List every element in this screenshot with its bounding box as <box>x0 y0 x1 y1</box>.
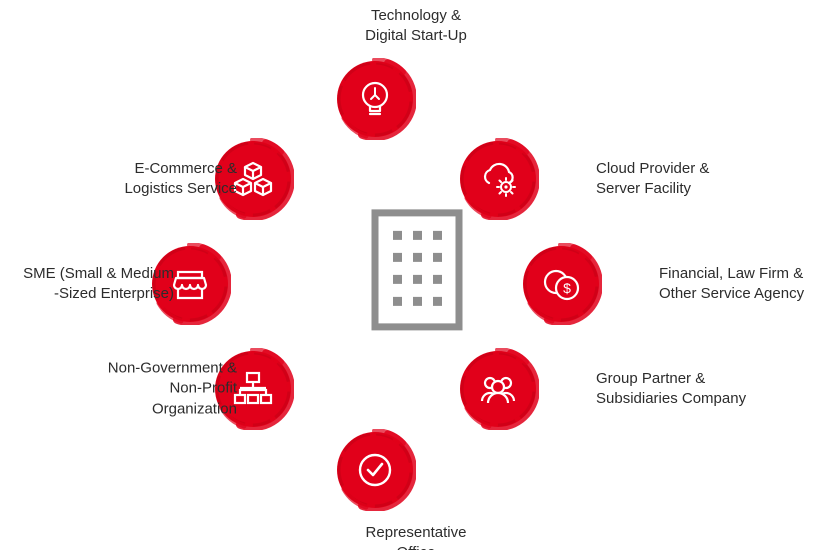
node-label-line: Server Facility <box>596 180 691 197</box>
check-icon <box>334 429 416 511</box>
node-label-line: Office <box>397 544 436 550</box>
lightbulb-icon <box>334 58 416 140</box>
node-label-fin: Financial, Law Firm & Other Service Agenc… <box>659 264 804 305</box>
node-label-line: Financial, Law Firm & <box>659 265 803 282</box>
node-label-line: Non-Profit <box>169 380 237 397</box>
node-label-line: SME (Small & Medium <box>23 265 174 282</box>
node-label-line: E-Commerce & <box>134 160 237 177</box>
node-label-ecom: E-Commerce & Logistics Service <box>124 159 237 200</box>
node-label-tech: Technology & Digital Start-Up <box>365 6 467 47</box>
center-building-icon <box>369 207 465 338</box>
node-label-rep: Representative Office <box>366 523 467 550</box>
node-label-line: -Sized Enterprise) <box>54 285 174 302</box>
node-label-line: Technology & <box>371 7 461 24</box>
node-label-line: Subsidiaries Company <box>596 390 746 407</box>
radial-diagram: Technology & Digital Start-Up Cloud Provid… <box>0 0 833 550</box>
node-label-line: Group Partner & <box>596 370 705 387</box>
node-label-line: Cloud Provider & <box>596 160 709 177</box>
node-label-group: Group Partner & Subsidiaries Company <box>596 369 746 410</box>
node-label-sme: SME (Small & Medium -Sized Enterprise) <box>23 264 174 305</box>
cloud-gear-icon <box>457 138 539 220</box>
node-label-ngo: Non-Government & Non-Profit Organization <box>108 359 237 420</box>
node-label-line: Representative <box>366 524 467 541</box>
node-label-cloud: Cloud Provider & Server Facility <box>596 159 709 200</box>
node-label-line: Organization <box>152 400 237 417</box>
node-label-line: Logistics Service <box>124 180 237 197</box>
node-label-line: Non-Government & <box>108 360 237 377</box>
people-icon <box>457 348 539 430</box>
node-label-line: Digital Start-Up <box>365 27 467 44</box>
coins-icon <box>520 243 602 325</box>
node-label-line: Other Service Agency <box>659 285 804 302</box>
